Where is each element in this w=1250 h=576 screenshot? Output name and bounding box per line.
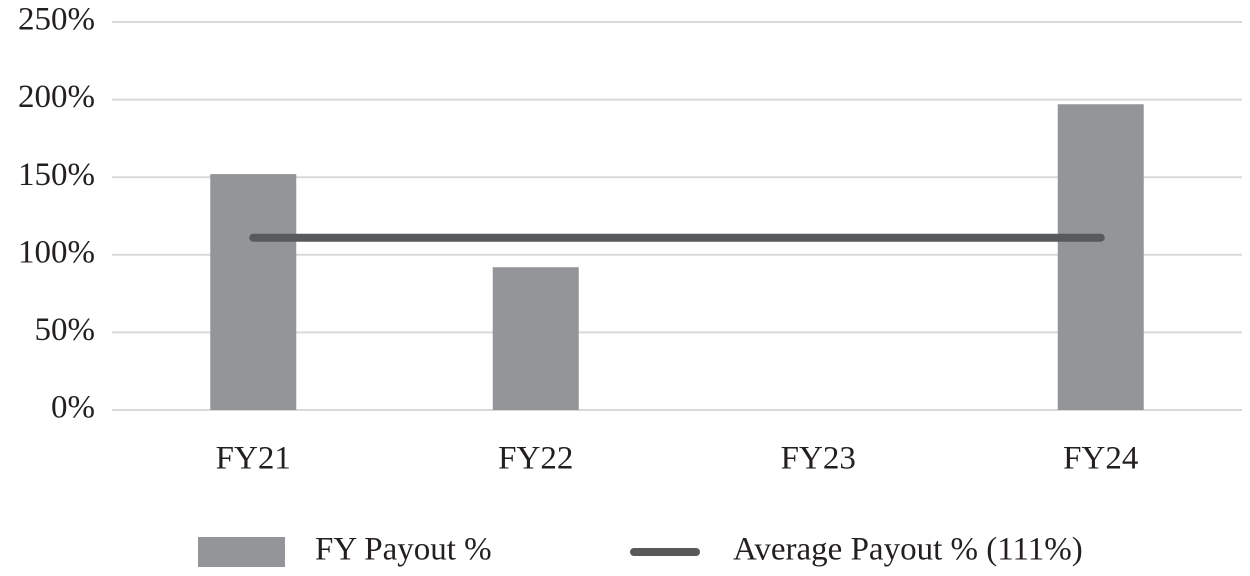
y-tick-label: 250%	[18, 2, 95, 38]
bar	[210, 174, 297, 410]
legend-swatch	[198, 537, 285, 567]
y-tick-label: 150%	[18, 157, 95, 193]
x-tick-label: FY23	[781, 441, 856, 477]
y-tick-label: 50%	[35, 312, 96, 348]
y-tick-label: 0%	[51, 390, 95, 426]
x-tick-label: FY24	[1063, 441, 1138, 477]
y-tick-label: 100%	[18, 234, 95, 270]
legend-label: FY Payout %	[315, 532, 492, 568]
y-tick-label: 200%	[18, 79, 95, 115]
legend-label: Average Payout % (111%)	[733, 532, 1083, 568]
x-tick-label: FY22	[498, 441, 573, 477]
x-tick-label: FY21	[216, 441, 291, 477]
bar	[492, 267, 579, 410]
bar	[1057, 104, 1144, 411]
